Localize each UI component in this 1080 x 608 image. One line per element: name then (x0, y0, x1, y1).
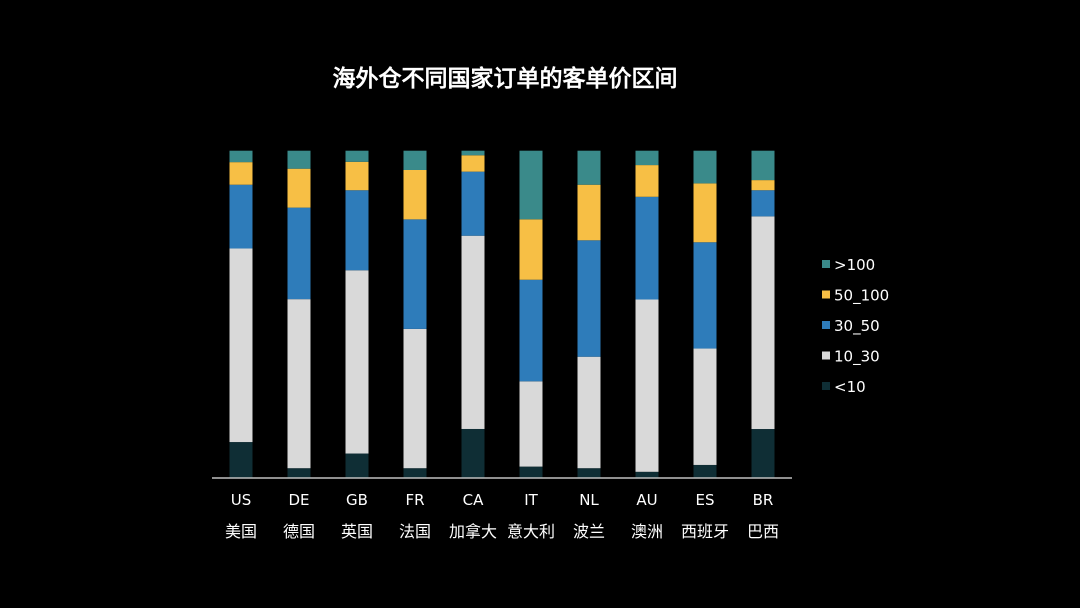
bar-segment-CA-1 (461, 235, 485, 429)
bar-segment-US-2 (229, 184, 253, 249)
bar-segment-BR-0 (751, 429, 775, 478)
bar-segment-CA-0 (461, 428, 485, 478)
bar-segment-IT-3 (519, 219, 543, 280)
bar-segment-GB-3 (345, 161, 369, 191)
bar-segment-BR-3 (751, 180, 775, 191)
legend-swatch (822, 321, 830, 329)
x-tick-label: IT (524, 491, 538, 509)
bars (229, 150, 775, 478)
x-tick-label-cn: 西班牙 (681, 522, 729, 541)
bar-segment-NL-3 (577, 184, 601, 241)
chart-title: 海外仓不同国家订单的客单价区间 (333, 65, 678, 92)
x-tick-label-cn: 巴西 (747, 522, 779, 541)
bar-segment-AU-3 (635, 165, 659, 197)
bar-segment-AU-2 (635, 196, 659, 300)
bar-segment-FR-2 (403, 219, 427, 329)
bar-segment-BR-4 (751, 150, 775, 181)
bar-segment-NL-4 (577, 150, 601, 185)
bar-segment-IT-1 (519, 381, 543, 467)
bar-segment-DE-2 (287, 207, 311, 300)
x-tick-label: US (231, 491, 252, 509)
bar-segment-NL-0 (577, 468, 601, 478)
bar-segment-ES-2 (693, 242, 717, 349)
x-tick-label: BR (753, 491, 774, 509)
x-tick-label-cn: 法国 (399, 522, 431, 541)
bar-segment-ES-1 (693, 348, 717, 465)
legend-label: 30_50 (834, 317, 880, 336)
bar-segment-ES-3 (693, 183, 717, 243)
legend-swatch (822, 290, 830, 299)
bar-segment-NL-1 (577, 356, 601, 469)
bar-segment-CA-2 (461, 171, 485, 236)
bar-segment-GB-2 (345, 190, 369, 271)
legend: >100 50_100 30_50 10_30 <10 (822, 256, 889, 396)
bar-segment-GB-1 (345, 270, 369, 454)
legend-swatch (822, 382, 830, 390)
bar-segment-FR-1 (403, 328, 427, 469)
x-tick-label-cn: 美国 (225, 522, 257, 541)
bar-segment-AU-1 (635, 299, 659, 472)
bar-segment-DE-3 (287, 168, 311, 208)
legend-label: 10_30 (834, 348, 880, 367)
bar-segment-FR-3 (403, 169, 427, 220)
x-tick-label: DE (288, 491, 309, 509)
bar-segment-US-1 (229, 248, 253, 443)
x-tick-label-cn: 英国 (341, 522, 373, 541)
bar-segment-US-4 (229, 150, 253, 163)
legend-label: >100 (834, 256, 875, 274)
bar-segment-DE-4 (287, 150, 311, 169)
legend-label: <10 (834, 378, 866, 396)
x-tick-label: ES (696, 491, 715, 509)
bar-segment-BR-2 (751, 190, 775, 217)
bar-segment-ES-4 (693, 150, 717, 184)
legend-swatch (822, 351, 830, 360)
x-tick-label: CA (463, 491, 484, 509)
x-axis-labels: US 美国 DE 德国 GB 英国 FR 法国 CA 加拿大 IT 意大利 NL 波兰 AU 澳洲 ES 西班牙 B… (225, 491, 779, 541)
legend-label: 50_100 (834, 287, 889, 306)
bar-segment-AU-4 (635, 150, 659, 166)
bar-segment-US-3 (229, 162, 253, 185)
bar-segment-GB-0 (345, 453, 369, 478)
bar-segment-FR-0 (403, 468, 427, 478)
x-tick-label-cn: 澳洲 (631, 522, 663, 541)
bar-segment-US-0 (229, 442, 253, 478)
x-tick-label: NL (579, 491, 599, 509)
bar-segment-DE-1 (287, 299, 311, 469)
bar-segment-FR-4 (403, 150, 427, 170)
bar-segment-CA-3 (461, 155, 485, 172)
bar-segment-CA-4 (461, 150, 485, 156)
bar-segment-IT-2 (519, 279, 543, 382)
x-tick-label: GB (346, 491, 368, 509)
bar-segment-ES-0 (693, 464, 717, 478)
bar-segment-IT-0 (519, 466, 543, 478)
x-tick-label: FR (405, 491, 424, 509)
x-tick-label-cn: 波兰 (573, 522, 605, 541)
bar-segment-AU-0 (635, 471, 659, 478)
x-tick-label-cn: 加拿大 (449, 522, 497, 541)
x-tick-label-cn: 德国 (283, 522, 315, 541)
legend-swatch (822, 260, 830, 268)
x-tick-label-cn: 意大利 (507, 522, 555, 541)
bar-segment-NL-2 (577, 240, 601, 357)
x-tick-label: AU (636, 491, 657, 509)
bar-segment-BR-1 (751, 216, 775, 430)
bar-segment-GB-4 (345, 150, 369, 162)
bar-segment-DE-0 (287, 468, 311, 478)
bar-segment-IT-4 (519, 150, 543, 220)
